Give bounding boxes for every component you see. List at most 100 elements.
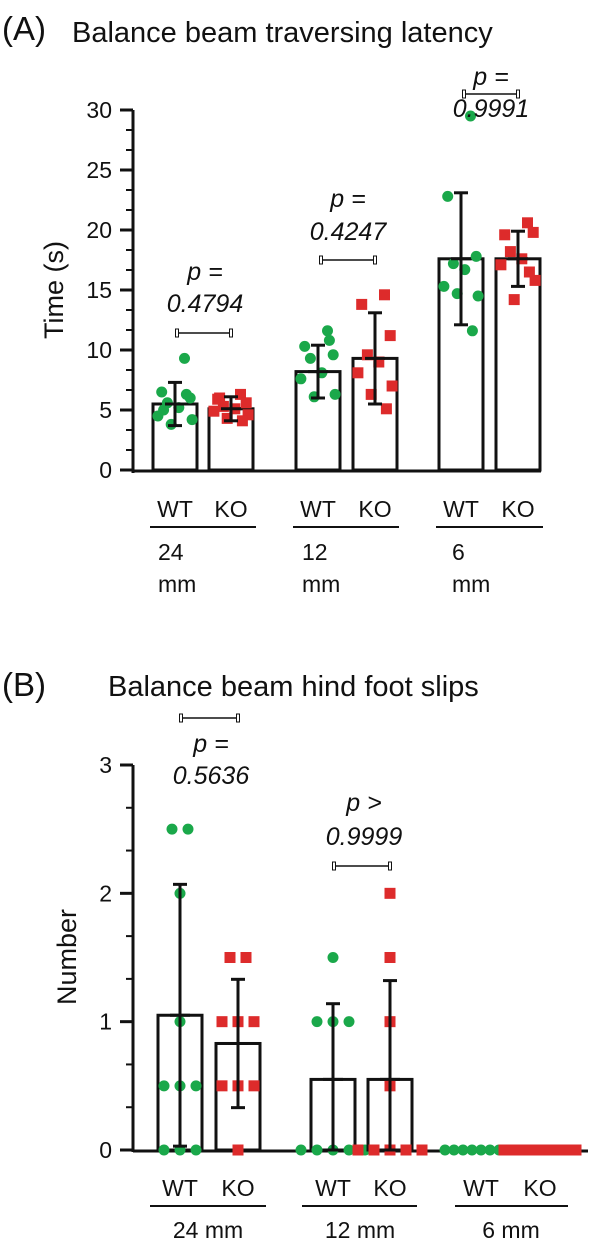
pvalue-a-24mm-prefix: p =: [186, 258, 222, 286]
group-label-a-24mm-wt: WT: [157, 496, 193, 522]
panel-b-label: (B): [2, 666, 46, 703]
point-a-6mm-wt: [447, 258, 459, 270]
point-a-12mm-ko: [380, 403, 392, 415]
point-a-6mm-wt: [472, 290, 484, 302]
group-label-b-24mm-wt: WT: [162, 1175, 198, 1201]
significance-bracket-a-6mm-right-cap: [516, 89, 520, 99]
point-b-6mm-ko: [570, 1144, 582, 1156]
group-label-b-12mm-wt: WT: [315, 1175, 351, 1201]
y-tick-label-b-2: 2: [99, 880, 112, 906]
y-tick-label-a-0: 0: [99, 457, 112, 483]
point-b-24mm-wt: [190, 1144, 202, 1156]
group-label-b-12mm-ko: KO: [373, 1175, 406, 1201]
point-a-24mm-wt: [179, 352, 190, 364]
point-a-12mm-ko: [373, 356, 385, 368]
condition-label-a-24mm-line2: mm: [158, 571, 196, 597]
point-b-24mm-ko: [224, 952, 236, 963]
point-a-12mm-ko: [356, 298, 368, 310]
point-a-24mm-ko: [214, 392, 226, 404]
point-a-12mm-ko: [379, 289, 390, 301]
point-a-12mm-ko: [365, 388, 377, 400]
point-b-6mm-wt: [475, 1144, 487, 1156]
pvalue-b-12mm-value: 0.9999: [326, 823, 403, 851]
point-a-6mm-wt: [470, 250, 482, 262]
point-b-6mm-ko: [498, 1144, 510, 1156]
point-b-24mm-ko: [248, 1016, 260, 1028]
point-a-24mm-ko: [240, 397, 252, 409]
point-a-6mm-ko: [523, 266, 535, 278]
group-label-a-6mm-ko: KO: [501, 496, 534, 522]
panel-b-y-axis-label: Number: [52, 909, 82, 1005]
point-b-6mm-wt: [457, 1144, 469, 1156]
point-a-12mm-ko: [384, 330, 396, 342]
condition-label-a-24mm-line1: 24: [158, 539, 184, 565]
point-b-12mm-ko: [384, 887, 396, 899]
condition-label-a-12mm-line1: 12: [302, 539, 328, 565]
point-a-6mm-ko: [522, 217, 533, 229]
point-a-24mm-wt: [186, 414, 198, 426]
point-a-12mm-ko: [386, 380, 398, 392]
significance-bracket-a-12mm-right-cap: [373, 255, 377, 265]
panel-b-title: Balance beam hind foot slips: [108, 671, 479, 703]
point-a-24mm-ko: [221, 412, 233, 424]
point-a-12mm-wt: [304, 352, 316, 364]
point-b-6mm-wt: [448, 1144, 460, 1156]
point-b-12mm-wt: [343, 1144, 355, 1156]
point-b-24mm-ko: [216, 1080, 228, 1092]
group-label-a-12mm-wt: WT: [300, 496, 336, 522]
y-tick-label-a-25: 25: [86, 157, 112, 183]
point-b-12mm-ko: [384, 952, 396, 963]
significance-bracket-b-24mm-left-cap: [179, 713, 183, 723]
group-label-b-6mm-wt: WT: [463, 1175, 499, 1201]
point-b-12mm-wt: [311, 1016, 323, 1028]
point-b-6mm-wt: [484, 1144, 496, 1156]
y-tick-label-a-10: 10: [86, 337, 112, 363]
point-a-12mm-wt: [322, 325, 333, 337]
point-b-24mm-wt: [158, 1144, 170, 1156]
significance-bracket-b-24mm-right-cap: [236, 713, 240, 723]
significance-bracket-b-12mm-right-cap: [388, 861, 392, 871]
significance-bracket-a-24mm-left-cap: [175, 328, 179, 338]
point-b-12mm-wt: [327, 952, 339, 963]
panel-a-label: (A): [2, 10, 46, 47]
point-a-24mm-ko: [242, 409, 254, 421]
point-b-12mm-ko: [368, 1144, 380, 1156]
point-a-6mm-ko: [499, 229, 511, 241]
condition-label-b-24mm: 24 mm: [173, 1217, 243, 1243]
y-tick-label-b-1: 1: [99, 1009, 112, 1035]
point-b-6mm-ko: [534, 1144, 546, 1156]
point-a-6mm-wt: [465, 110, 476, 122]
point-a-12mm-ko: [361, 349, 373, 361]
point-b-24mm-ko: [216, 1016, 228, 1028]
group-label-b-24mm-ko: KO: [221, 1175, 254, 1201]
point-b-6mm-wt: [466, 1144, 478, 1156]
point-b-12mm-ko: [352, 1144, 364, 1156]
point-a-12mm-wt: [329, 388, 341, 400]
point-b-12mm-ko: [400, 1144, 412, 1156]
group-label-b-6mm-ko: KO: [523, 1175, 556, 1201]
condition-label-b-6mm: 6 mm: [482, 1217, 540, 1243]
point-b-24mm-ko: [248, 1080, 260, 1092]
point-a-6mm-wt: [438, 280, 450, 292]
condition-label-a-12mm-line2: mm: [302, 571, 340, 597]
group-label-a-24mm-ko: KO: [214, 496, 247, 522]
point-b-6mm-ko: [507, 1144, 519, 1156]
panel-a-marks: 0 5 10 15 20 25 30: [86, 89, 542, 483]
point-a-24mm-wt: [180, 388, 192, 400]
panel-b: (B) Balance beam hind foot slips Number …: [2, 666, 588, 1243]
point-a-6mm-ko: [495, 259, 507, 271]
y-tick-label-a-30: 30: [86, 97, 112, 123]
point-b-12mm-wt: [311, 1144, 323, 1156]
point-b-6mm-ko: [552, 1144, 564, 1156]
group-label-a-12mm-ko: KO: [358, 496, 391, 522]
panel-a: (A) Balance beam traversing latency Time…: [2, 10, 543, 597]
point-a-12mm-wt: [299, 340, 311, 352]
panel-a-title: Balance beam traversing latency: [72, 17, 493, 49]
panel-b-marks: 0 1 2 3: [99, 713, 588, 1163]
point-a-24mm-wt: [156, 386, 168, 398]
significance-bracket-a-12mm-left-cap: [319, 255, 323, 265]
pvalue-a-24mm-value: 0.4794: [167, 290, 243, 318]
point-a-12mm-ko: [352, 367, 364, 379]
point-b-24mm-ko: [240, 952, 252, 963]
pvalue-b-12mm-prefix: p >: [345, 789, 381, 817]
